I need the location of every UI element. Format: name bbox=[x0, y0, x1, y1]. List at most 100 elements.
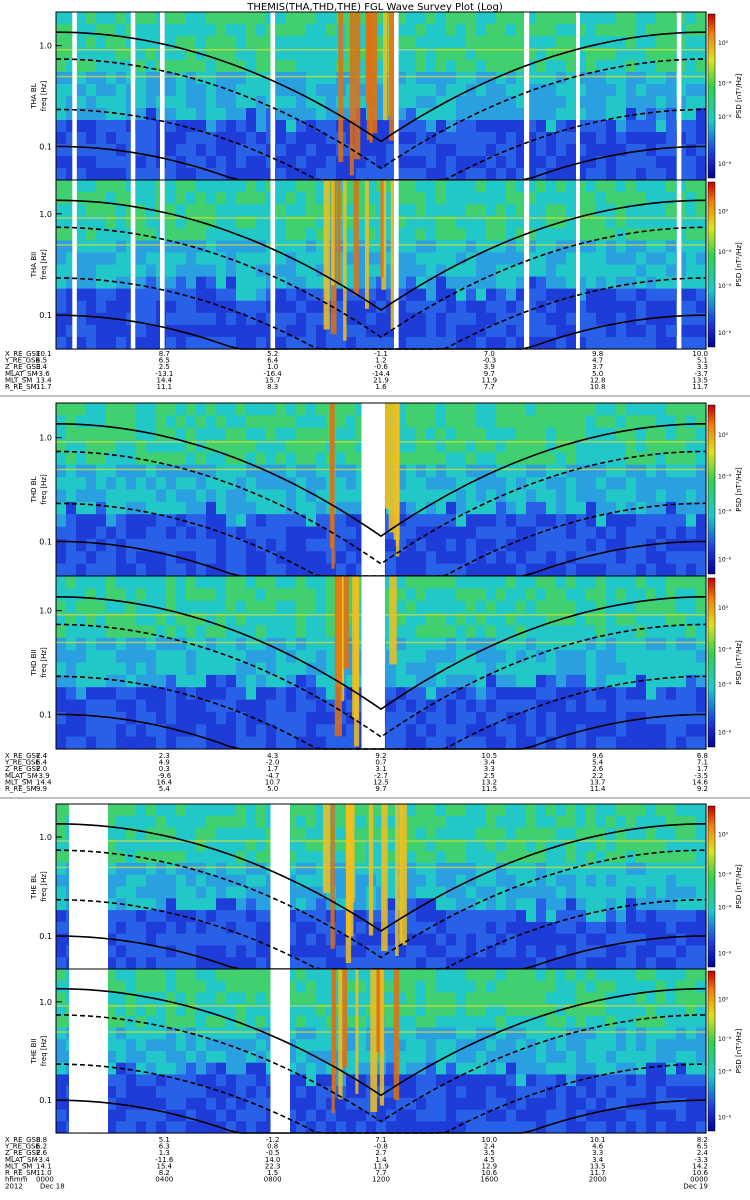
spectrogram-cell bbox=[396, 204, 407, 217]
spectrogram-cell bbox=[246, 72, 257, 85]
colorbar bbox=[707, 577, 716, 748]
spectrogram-cell bbox=[416, 96, 427, 109]
spectrogram-cell bbox=[326, 674, 337, 688]
spectrogram-cell bbox=[416, 910, 427, 923]
spectrogram-cell bbox=[466, 132, 477, 145]
spectrogram-cell bbox=[256, 427, 267, 441]
spectrogram-cell bbox=[666, 464, 677, 478]
spectrogram-cell bbox=[256, 839, 267, 852]
spectrogram-cell bbox=[116, 662, 127, 676]
spectrogram-cell bbox=[206, 108, 217, 121]
spectrogram-cell bbox=[576, 862, 587, 876]
spectrogram-cell bbox=[686, 403, 697, 416]
spectrogram-cell bbox=[116, 862, 127, 876]
spectrogram-cell bbox=[546, 489, 557, 503]
spectrogram-cell bbox=[216, 24, 227, 37]
spectrogram-cell bbox=[246, 711, 257, 725]
spectrogram-cell bbox=[656, 440, 667, 454]
spectrogram-cell bbox=[226, 336, 237, 350]
spectrogram-cell bbox=[276, 600, 287, 614]
spectrogram-cell bbox=[106, 192, 117, 205]
spectrogram-cell bbox=[516, 945, 527, 958]
spectrogram-cell bbox=[106, 687, 117, 701]
spectrogram-cell bbox=[546, 324, 557, 338]
spectrogram-cell bbox=[196, 36, 207, 49]
spectrogram-cell bbox=[386, 898, 397, 911]
spectrogram-cell bbox=[636, 72, 647, 85]
spectrogram-cell bbox=[406, 650, 417, 664]
spectrogram-cell bbox=[276, 588, 287, 602]
spectrogram-cell bbox=[546, 36, 557, 49]
spectrogram-cell bbox=[696, 24, 707, 37]
spectrogram-cell bbox=[536, 862, 547, 876]
spectrogram-cell bbox=[116, 839, 127, 852]
spectrogram-cell bbox=[76, 192, 87, 205]
spectrogram-cell bbox=[146, 12, 157, 25]
spectrogram-cell bbox=[116, 156, 127, 169]
spectrogram-cell bbox=[526, 168, 537, 181]
spectrogram-cell bbox=[636, 862, 647, 876]
spectrogram-cell bbox=[586, 886, 597, 899]
spectrogram-cell bbox=[56, 699, 67, 713]
frequency-curve bbox=[55, 823, 707, 932]
spectrogram-cell bbox=[536, 12, 547, 25]
ephem-row-label: Z_RE_GSE bbox=[5, 363, 40, 371]
spectrogram-cell bbox=[586, 874, 597, 888]
spectrogram-cell bbox=[566, 827, 577, 840]
spectrogram-cell bbox=[696, 851, 707, 864]
spectrogram-cell bbox=[236, 650, 247, 664]
spectrogram-cell bbox=[256, 576, 267, 589]
spectrogram-cell bbox=[296, 452, 307, 466]
spectrogram-cell bbox=[246, 886, 257, 899]
spectrogram-cell bbox=[156, 1004, 167, 1017]
spectrogram-cell bbox=[276, 711, 287, 725]
spectrogram-cell bbox=[586, 240, 597, 254]
spectrogram-cell bbox=[76, 60, 87, 73]
spectrogram-cell bbox=[96, 674, 107, 688]
spectrogram-cell bbox=[166, 228, 177, 241]
spectrogram-cell bbox=[136, 48, 147, 61]
spectrogram-cell bbox=[486, 898, 497, 911]
spectrogram-cell bbox=[106, 600, 117, 614]
spectrogram-cell bbox=[546, 252, 557, 266]
spectrogram-cell bbox=[436, 563, 447, 577]
ephem-value: 5.2 bbox=[267, 350, 278, 358]
spectrogram-cell bbox=[346, 563, 357, 577]
spectrogram-cell bbox=[396, 514, 407, 528]
spectrogram-cell bbox=[56, 1051, 67, 1064]
spectrogram-cell bbox=[406, 477, 417, 491]
spectrogram-cell bbox=[536, 625, 547, 639]
burst-stripe bbox=[395, 403, 399, 547]
spectrogram-cell bbox=[436, 898, 447, 911]
spectrogram-cell bbox=[116, 514, 127, 528]
spectrogram-cell bbox=[456, 699, 467, 713]
spectrogram-cell bbox=[406, 324, 417, 338]
spectrogram-cell bbox=[556, 945, 567, 958]
spectrogram-cell bbox=[486, 588, 497, 602]
spectrogram-cell bbox=[626, 526, 637, 540]
spectrogram-cell bbox=[206, 464, 217, 478]
spectrogram-cell bbox=[666, 36, 677, 49]
spectrogram-cell bbox=[236, 403, 247, 416]
spectrogram-cell bbox=[536, 898, 547, 911]
spectrogram-cell bbox=[456, 156, 467, 169]
spectrogram-cell bbox=[176, 403, 187, 416]
data-gap bbox=[361, 403, 385, 576]
colorbar-tick-label: 10⁻⁴ bbox=[718, 904, 732, 911]
spectrogram-cell bbox=[266, 625, 277, 639]
spectrogram-cell bbox=[456, 452, 467, 466]
spectrogram-cell bbox=[286, 711, 297, 725]
spectrogram-cell bbox=[536, 24, 547, 37]
spectrogram-cell bbox=[626, 192, 637, 205]
spectrogram-cell bbox=[466, 625, 477, 639]
spectrogram-cell bbox=[166, 415, 177, 429]
spectrogram-cell bbox=[506, 452, 517, 466]
spectrogram-cell bbox=[466, 156, 477, 169]
spectrogram-cell bbox=[86, 252, 97, 266]
spectrogram-cell bbox=[576, 108, 587, 121]
spectrogram-cell bbox=[176, 588, 187, 602]
spectrogram-cell bbox=[116, 736, 127, 750]
spectrogram-cell bbox=[216, 464, 227, 478]
spectrogram-cell bbox=[236, 699, 247, 713]
spectrogram-cell bbox=[76, 216, 87, 229]
